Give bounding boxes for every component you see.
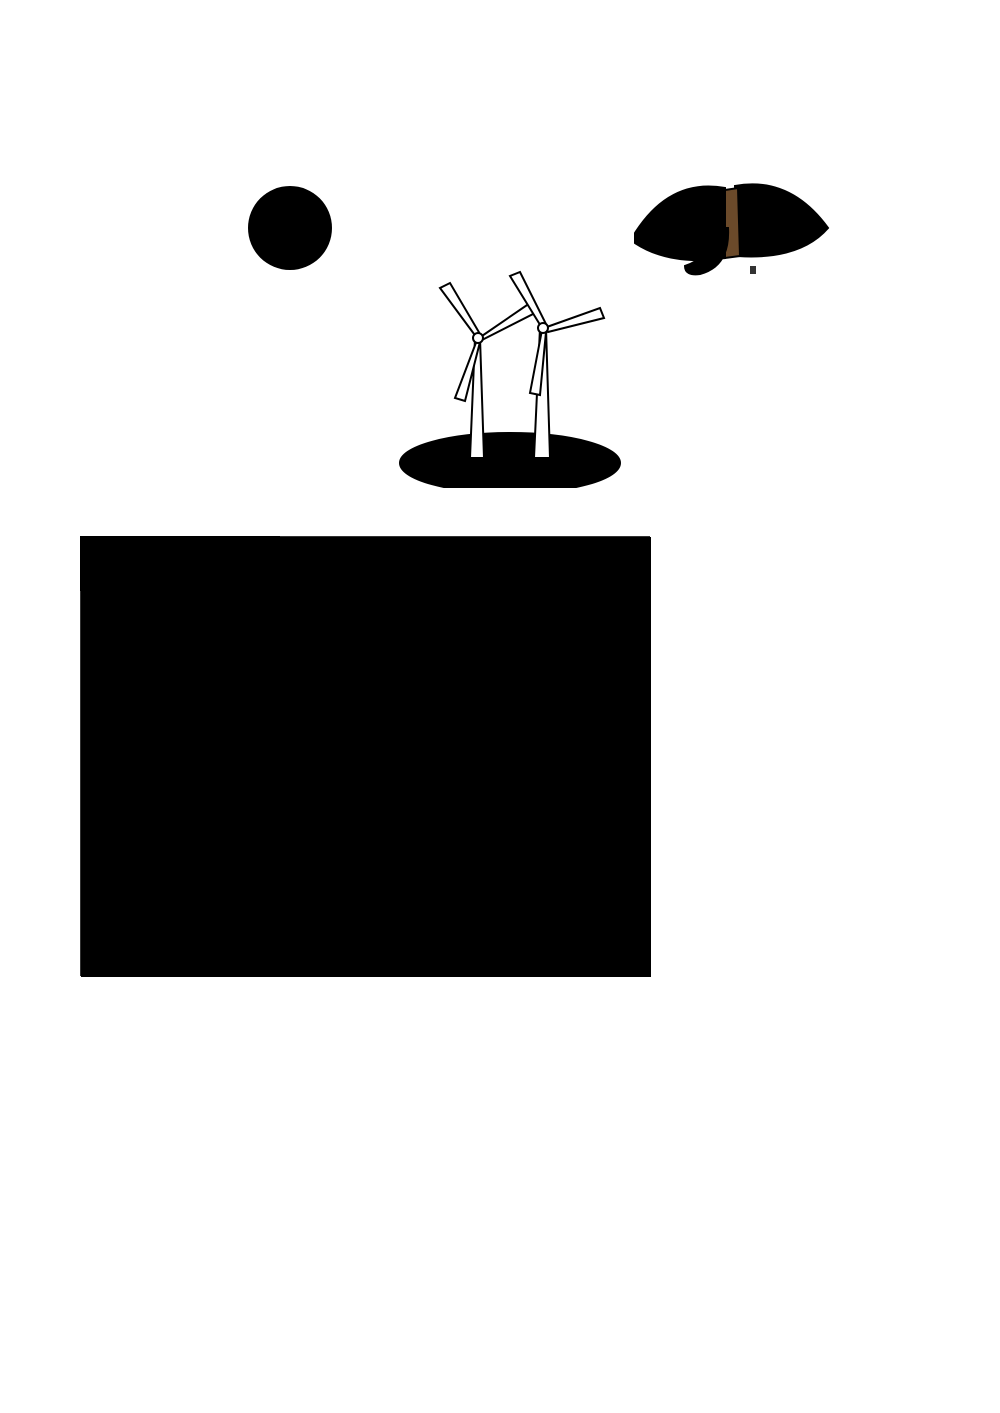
water-cycle-area <box>80 536 920 1036</box>
water-cycle-diagram <box>80 536 650 976</box>
energy-images-row <box>80 128 920 478</box>
label-evaporacion[interactable] <box>80 536 280 591</box>
badge-l <box>938 1351 956 1369</box>
badge-v <box>938 1371 956 1389</box>
liveworksheets-watermark <box>938 1351 982 1389</box>
badge-i <box>958 1351 976 1369</box>
question-5 <box>80 80 920 103</box>
dam-image[interactable] <box>630 148 830 278</box>
sun-image[interactable] <box>190 128 390 328</box>
badge-e <box>958 1371 976 1389</box>
question-6 <box>80 488 920 511</box>
wind-turbine-image[interactable] <box>380 268 640 488</box>
watermark-badge <box>938 1351 976 1389</box>
